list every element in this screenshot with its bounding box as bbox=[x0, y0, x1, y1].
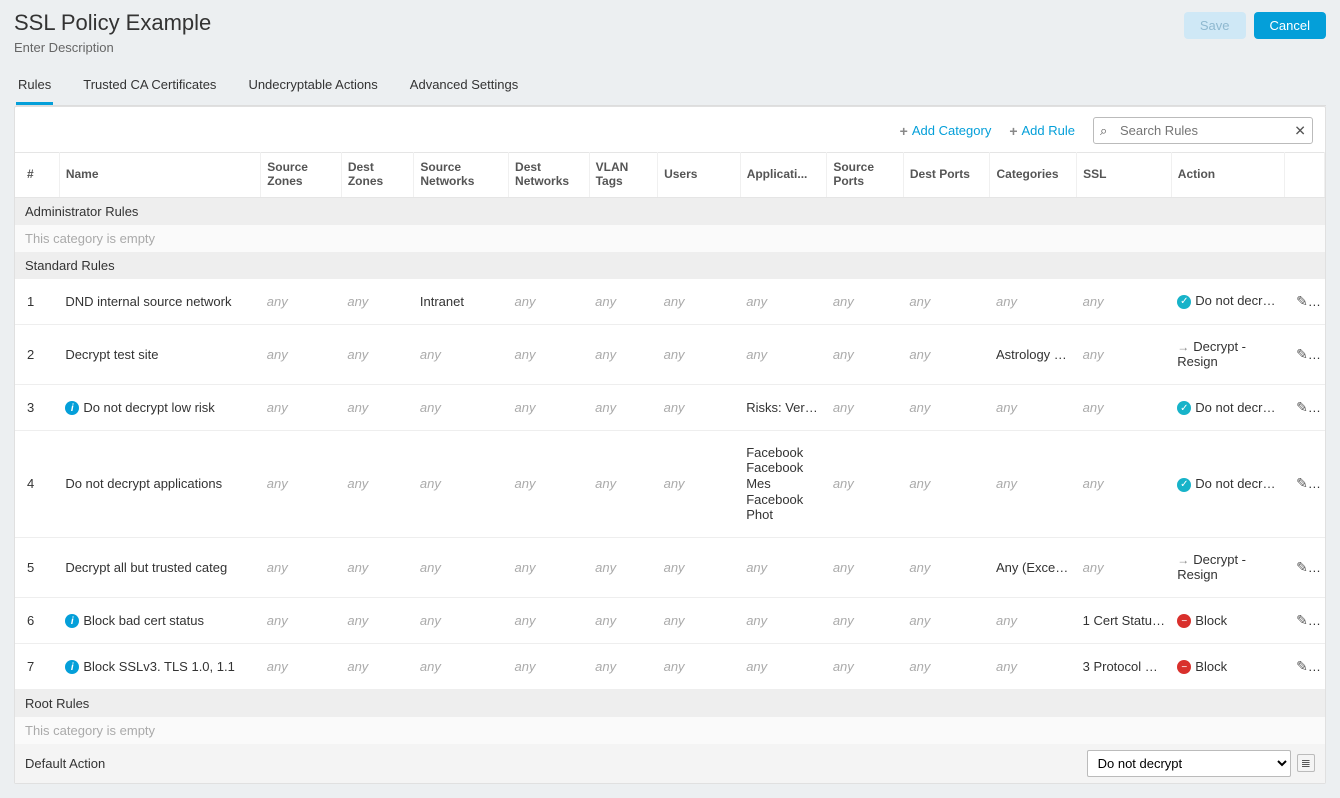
edit-icon[interactable]: ✎ bbox=[1296, 612, 1308, 628]
plus-icon: + bbox=[900, 123, 908, 139]
table-row[interactable]: 1DND internal source networkanyanyIntran… bbox=[15, 279, 1325, 325]
rule-name: Decrypt test site bbox=[65, 347, 158, 362]
col-header: Dest Networks bbox=[509, 153, 590, 198]
rule-name: DND internal source network bbox=[65, 294, 231, 309]
empty-category: This category is empty bbox=[15, 225, 1325, 252]
search-input[interactable] bbox=[1093, 117, 1313, 144]
rule-name: Block SSLv3. TLS 1.0, 1.1 bbox=[83, 659, 235, 674]
rule-name: Block bad cert status bbox=[83, 613, 204, 628]
col-header: # bbox=[15, 153, 59, 198]
col-header: Name bbox=[59, 153, 260, 198]
rules-table: #NameSource ZonesDest ZonesSource Networ… bbox=[15, 152, 1325, 783]
info-icon: i bbox=[65, 401, 79, 415]
tab-undecryptable-actions[interactable]: Undecryptable Actions bbox=[246, 69, 379, 105]
rule-name: Do not decrypt low risk bbox=[83, 400, 215, 415]
table-row[interactable]: 3iDo not decrypt low riskanyanyanyanyany… bbox=[15, 384, 1325, 430]
description-placeholder[interactable]: Enter Description bbox=[14, 40, 211, 55]
action-label: Block bbox=[1195, 659, 1227, 674]
col-header: Applicati... bbox=[740, 153, 827, 198]
cancel-button[interactable]: Cancel bbox=[1254, 12, 1326, 39]
block-icon: − bbox=[1177, 614, 1191, 628]
col-header: Dest Ports bbox=[903, 153, 990, 198]
clear-icon[interactable]: ✕ bbox=[1294, 122, 1306, 139]
col-header: Action bbox=[1171, 153, 1284, 198]
table-row[interactable]: 2Decrypt test siteanyanyanyanyanyanyanya… bbox=[15, 324, 1325, 384]
save-button[interactable]: Save bbox=[1184, 12, 1246, 39]
add-category-label: Add Category bbox=[912, 123, 992, 138]
edit-icon[interactable]: ✎ bbox=[1296, 293, 1308, 309]
edit-icon[interactable]: ✎ bbox=[1296, 658, 1308, 674]
log-icon[interactable]: ≣ bbox=[1297, 754, 1315, 772]
col-header: Source Networks bbox=[414, 153, 509, 198]
edit-icon[interactable]: ✎ bbox=[1296, 559, 1308, 575]
tab-trusted-ca-certificates[interactable]: Trusted CA Certificates bbox=[81, 69, 218, 105]
tab-bar: Rules Trusted CA Certificates Undecryptabl… bbox=[16, 69, 1326, 106]
table-row[interactable]: 7iBlock SSLv3. TLS 1.0, 1.1anyanyanyanya… bbox=[15, 643, 1325, 689]
empty-category: This category is empty bbox=[15, 717, 1325, 744]
search-icon: ⌕ bbox=[1100, 123, 1107, 139]
add-rule-label: Add Rule bbox=[1022, 123, 1075, 138]
tab-rules[interactable]: Rules bbox=[16, 69, 53, 105]
rule-name: Decrypt all but trusted categ bbox=[65, 560, 227, 575]
add-category-button[interactable]: + Add Category bbox=[900, 123, 992, 139]
check-icon: ✓ bbox=[1177, 401, 1191, 415]
col-header: Users bbox=[658, 153, 741, 198]
check-icon: ✓ bbox=[1177, 478, 1191, 492]
action-label: Block bbox=[1195, 613, 1227, 628]
arrow-icon: → bbox=[1177, 553, 1189, 567]
col-header: Dest Zones bbox=[341, 153, 414, 198]
edit-icon[interactable]: ✎ bbox=[1296, 346, 1308, 362]
category-row: Administrator Rules bbox=[15, 197, 1325, 225]
page-title: SSL Policy Example bbox=[14, 10, 211, 36]
rule-name: Do not decrypt applications bbox=[65, 476, 222, 491]
block-icon: − bbox=[1177, 660, 1191, 674]
table-row[interactable]: 5Decrypt all but trusted categanyanyanya… bbox=[15, 537, 1325, 597]
arrow-icon: → bbox=[1177, 340, 1189, 354]
check-icon: ✓ bbox=[1177, 295, 1191, 309]
default-action-label: Default Action bbox=[15, 744, 1077, 783]
action-label: Do not decrypt bbox=[1195, 476, 1280, 491]
info-icon: i bbox=[65, 614, 79, 628]
action-label: Do not decrypt bbox=[1195, 293, 1280, 308]
plus-icon: + bbox=[1009, 123, 1017, 139]
default-action-select[interactable]: Do not decrypt bbox=[1087, 750, 1291, 777]
add-rule-button[interactable]: + Add Rule bbox=[1009, 123, 1075, 139]
info-icon: i bbox=[65, 660, 79, 674]
col-header: Source Ports bbox=[827, 153, 904, 198]
category-row: Root Rules bbox=[15, 689, 1325, 717]
col-header: SSL bbox=[1077, 153, 1172, 198]
col-header: Source Zones bbox=[261, 153, 342, 198]
category-row: Standard Rules bbox=[15, 252, 1325, 279]
action-label: Do not decrypt bbox=[1195, 400, 1280, 415]
col-header: Categories bbox=[990, 153, 1077, 198]
tab-advanced-settings[interactable]: Advanced Settings bbox=[408, 69, 520, 105]
table-row[interactable]: 6iBlock bad cert statusanyanyanyanyanyan… bbox=[15, 597, 1325, 643]
table-row[interactable]: 4Do not decrypt applicationsanyanyanyany… bbox=[15, 430, 1325, 537]
edit-icon[interactable]: ✎ bbox=[1296, 475, 1308, 491]
col-header: VLAN Tags bbox=[589, 153, 657, 198]
edit-icon[interactable]: ✎ bbox=[1296, 399, 1308, 415]
